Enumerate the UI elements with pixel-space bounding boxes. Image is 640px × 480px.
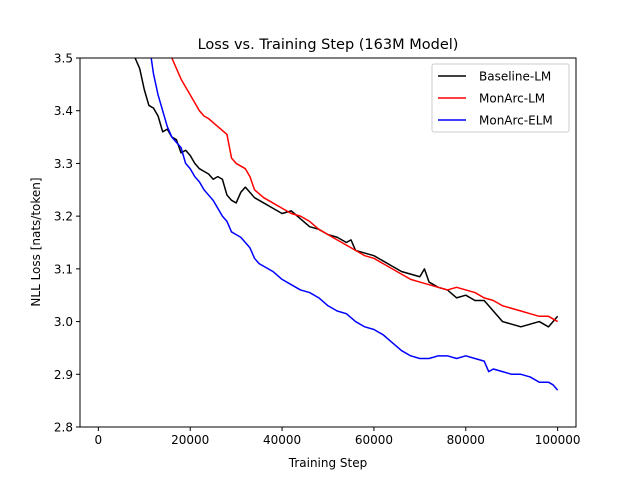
y-tick-label: 2.9: [54, 368, 73, 382]
y-tick-label: 3.2: [54, 210, 73, 224]
x-tick-label: 60000: [355, 433, 393, 447]
plot-area-frame: [79, 57, 577, 428]
x-tick-label: 100000: [535, 433, 581, 447]
x-axis-title: Training Step: [288, 456, 368, 470]
x-axis: 0 20000 40000 60000 80000 100000: [95, 427, 581, 447]
y-axis-title: NLL Loss [nats/token]: [29, 177, 43, 306]
series-line-monarc-lm: [171, 58, 559, 323]
series-layer: [134, 58, 559, 391]
x-tick-label: 80000: [447, 433, 485, 447]
y-tick-label: 2.8: [54, 421, 73, 435]
legend: Baseline-LM MonArc-LM MonArc-ELM: [431, 63, 570, 133]
y-axis: 2.8 2.9 3.0 3.1 3.2 3.3 3.4 3.5: [54, 52, 80, 435]
y-tick-label: 3.5: [54, 52, 73, 66]
legend-label: Baseline-LM: [479, 70, 551, 84]
legend-box: [431, 63, 570, 133]
y-tick-label: 3.4: [54, 104, 73, 118]
chart-title: Loss vs. Training Step (163M Model): [198, 37, 459, 53]
x-tick-label: 0: [95, 433, 103, 447]
y-tick-label: 3.0: [54, 315, 73, 329]
y-tick-label: 3.3: [54, 157, 73, 171]
legend-label: MonArc-ELM: [479, 114, 553, 128]
legend-label: MonArc-LM: [479, 92, 545, 106]
series-line-monarc-elm: [150, 58, 559, 391]
x-tick-label: 20000: [171, 433, 209, 447]
series-line-baseline-lm: [134, 58, 559, 328]
x-tick-label: 40000: [263, 433, 301, 447]
y-tick-label: 3.1: [54, 262, 73, 276]
